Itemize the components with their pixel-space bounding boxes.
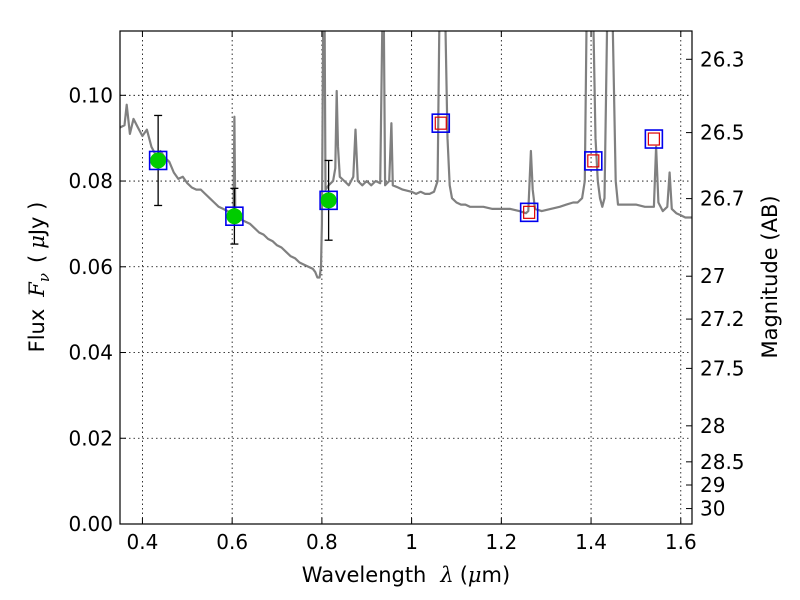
y-tick-label: 0.04 [68, 341, 113, 365]
limit-square [523, 205, 536, 219]
magnitude-axis-label: Magnitude (AB) [758, 195, 782, 358]
model-square [519, 202, 539, 223]
mag-tick-label: 27.5 [700, 356, 745, 380]
mag-tick-label: 29 [700, 473, 725, 497]
limit-square [647, 132, 660, 146]
y-axis-label: FluxFν(μJy ) [25, 202, 53, 353]
y-tick-label: 0.00 [68, 512, 113, 536]
detection-point [226, 208, 243, 225]
limit-square [434, 116, 447, 130]
y-tick-label: 0.02 [68, 426, 113, 450]
model-square [584, 151, 603, 171]
spectrum-line [120, 31, 692, 279]
mag-tick-label: 28.5 [700, 450, 745, 474]
axis-ticks: 0.4 0.6 0.8 1 1.2 1.4 1.6 0.00 0.02 0.04 0.06 0.08 0… [68, 31, 745, 554]
x-tick-label: 1.4 [575, 530, 607, 554]
x-tick-label: 0.8 [306, 530, 338, 554]
x-axis-label: Wavelength λ (μm) [302, 563, 510, 587]
model-square [225, 206, 244, 226]
x-tick-label: 0.6 [216, 530, 248, 554]
detection-point [320, 192, 337, 209]
photometry-points [148, 113, 664, 226]
grid-lines [120, 31, 692, 524]
spectrum-series [120, 31, 692, 279]
mag-tick-label: 26.5 [700, 121, 745, 145]
mag-tick-label: 26.7 [700, 187, 745, 211]
detection-point [150, 152, 167, 169]
x-tick-label: 1.2 [485, 530, 517, 554]
mag-tick-label: 30 [700, 497, 725, 521]
limit-square [587, 154, 600, 168]
x-tick-label: 1 [405, 530, 418, 554]
model-square [148, 150, 168, 171]
model-square [644, 129, 664, 149]
y-tick-label: 0.08 [68, 169, 113, 193]
model-square [319, 190, 338, 211]
plot-frame [119, 30, 693, 525]
y-tick-label: 0.10 [68, 83, 113, 107]
x-tick-label: 0.4 [127, 530, 159, 554]
model-square [431, 113, 451, 133]
mag-tick-label: 27.2 [700, 307, 745, 331]
mag-tick-label: 26.3 [700, 47, 745, 71]
y-tick-label: 0.06 [68, 255, 113, 279]
mag-tick-label: 28 [700, 414, 725, 438]
x-tick-label: 1.6 [665, 530, 697, 554]
mag-tick-label: 27 [700, 264, 725, 288]
